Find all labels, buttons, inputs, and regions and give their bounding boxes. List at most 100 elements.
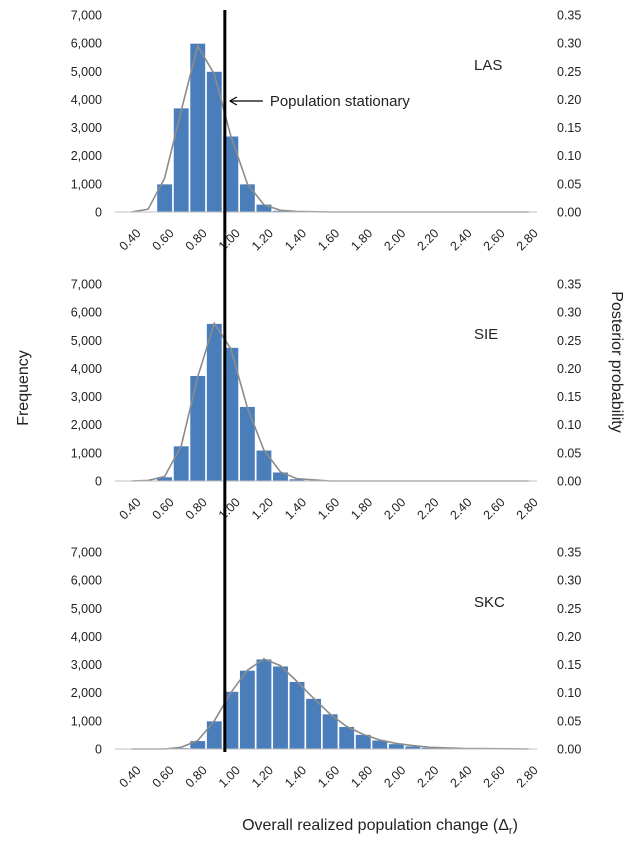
bar-1.40 — [288, 680, 306, 750]
y2-tick-label: 0.15 — [557, 121, 581, 135]
y-tick-label: 2,000 — [71, 149, 102, 163]
x-tick-label: 2.80 — [514, 763, 541, 790]
y2-tick-label: 0.10 — [557, 686, 581, 700]
panel-label-skc: SKC — [474, 594, 505, 611]
bar-1.20 — [255, 658, 273, 750]
y-tick-label: 6,000 — [71, 574, 102, 588]
y2-tick-label: 0.25 — [557, 334, 581, 348]
y-tick-label: 0 — [95, 206, 102, 220]
y2-tick-label: 0.20 — [557, 93, 581, 107]
x-tick-label: 2.60 — [481, 763, 508, 790]
bar-0.90 — [205, 720, 223, 750]
y2-tick-label: 0.20 — [557, 630, 581, 644]
y-tick-label: 3,000 — [71, 658, 102, 672]
y-tick-label: 0 — [95, 743, 102, 757]
x-axis-title-subscript: r — [509, 825, 513, 837]
y2-tick-label: 0.10 — [557, 149, 581, 163]
x-tick-label: 1.60 — [315, 763, 342, 790]
bar-1.20 — [255, 449, 273, 482]
bar-1.30 — [272, 665, 289, 750]
annotation-arrowhead — [229, 96, 238, 106]
y2-tick-label: 0.25 — [557, 602, 581, 616]
x-tick-label: 1.60 — [315, 495, 342, 522]
bar-1.50 — [305, 697, 323, 750]
x-tick-label: 2.20 — [414, 226, 441, 253]
y2-tick-label: 0.00 — [557, 206, 581, 220]
y2-tick-label: 0.30 — [557, 574, 581, 588]
x-tick-label: 0.40 — [117, 763, 144, 790]
y-tick-label: 1,000 — [71, 177, 102, 191]
x-tick-label: 2.00 — [381, 763, 408, 790]
bar-0.80 — [189, 374, 207, 482]
x-tick-label: 1.20 — [249, 495, 276, 522]
x-tick-label: 1.20 — [249, 226, 276, 253]
y-tick-label: 6,000 — [71, 306, 102, 320]
x-tick-label: 1.00 — [216, 226, 243, 253]
y2-tick-label: 0.15 — [557, 390, 581, 404]
y-tick-label: 3,000 — [71, 390, 102, 404]
x-tick-label: 2.00 — [381, 495, 408, 522]
y2-tick-label: 0.30 — [557, 306, 581, 320]
x-tick-label: 2.60 — [481, 226, 508, 253]
y-tick-label: 7,000 — [71, 9, 102, 23]
y-tick-label: 2,000 — [71, 418, 102, 432]
x-tick-label: 0.40 — [117, 495, 144, 522]
y-tick-label: 5,000 — [71, 334, 102, 348]
x-tick-label: 2.80 — [514, 226, 541, 253]
chart-panel-skc: 0 1,000 2,000 3,000 4,000 5,000 6,000 7,000 0.00… — [71, 546, 582, 791]
y2-tick-label: 0.20 — [557, 362, 581, 376]
x-tick-label: 0.80 — [183, 226, 210, 253]
x-tick-label: 0.60 — [150, 495, 177, 522]
y2-tick-label: 0.00 — [557, 743, 581, 757]
x-tick-label: 2.20 — [414, 495, 441, 522]
y-tick-label: 4,000 — [71, 630, 102, 644]
y-tick-label: 4,000 — [71, 362, 102, 376]
y2-tick-label: 0.35 — [557, 278, 581, 292]
y2-tick-label: 0.10 — [557, 418, 581, 432]
x-axis-title-close: ) — [513, 817, 518, 834]
y-tick-label: 3,000 — [71, 121, 102, 135]
y-tick-label: 1,000 — [71, 446, 102, 460]
x-tick-label: 2.80 — [514, 495, 541, 522]
bar-0.80 — [189, 740, 207, 750]
bar-0.70 — [172, 107, 190, 213]
x-tick-label: 2.00 — [381, 226, 408, 253]
x-tick-label: 1.00 — [216, 763, 243, 790]
bar-1.30 — [272, 471, 289, 482]
y2-tick-label: 0.35 — [557, 9, 581, 23]
x-tick-label: 2.60 — [481, 495, 508, 522]
bar-1.10 — [238, 183, 256, 213]
y2-tick-label: 0.00 — [557, 475, 581, 489]
y2-tick-label: 0.05 — [557, 177, 581, 191]
y2-tick-label: 0.15 — [557, 658, 581, 672]
y2-tick-label: 0.25 — [557, 65, 581, 79]
posterior-curve — [131, 321, 529, 482]
x-tick-label: 1.40 — [282, 763, 309, 790]
x-tick-label: 0.80 — [183, 495, 210, 522]
y2-tick-label: 0.30 — [557, 37, 581, 51]
x-tick-label: 2.40 — [448, 495, 475, 522]
chart-panel-las: 0 1,000 2,000 3,000 4,000 5,000 6,000 7,000 0.00… — [71, 9, 582, 254]
posterior-curve — [131, 43, 529, 213]
y-tick-label: 5,000 — [71, 602, 102, 616]
y2-tick-label: 0.05 — [557, 446, 581, 460]
y-tick-label: 5,000 — [71, 65, 102, 79]
x-tick-label: 0.60 — [150, 763, 177, 790]
bar-1.10 — [238, 405, 256, 482]
chart-panel-sie: 0 1,000 2,000 3,000 4,000 5,000 6,000 7,000 0.00… — [71, 278, 582, 523]
bar-1.10 — [238, 669, 256, 750]
overlay: Population stationary — [223, 10, 410, 752]
y-tick-label: 0 — [95, 475, 102, 489]
y-tick-label: 6,000 — [71, 37, 102, 51]
y-tick-label: 7,000 — [71, 278, 102, 292]
y-tick-label: 2,000 — [71, 686, 102, 700]
x-tick-label: 1.00 — [216, 495, 243, 522]
x-axis-title-main: Overall realized population change (Δ — [242, 817, 509, 834]
x-tick-label: 1.20 — [249, 763, 276, 790]
x-tick-label: 1.80 — [348, 763, 375, 790]
x-axis-title: Overall realized population change (Δr) — [242, 817, 518, 837]
x-tick-label: 2.40 — [448, 226, 475, 253]
posterior-curve — [131, 657, 529, 750]
bar-0.70 — [172, 445, 190, 482]
bar-0.90 — [205, 322, 223, 482]
